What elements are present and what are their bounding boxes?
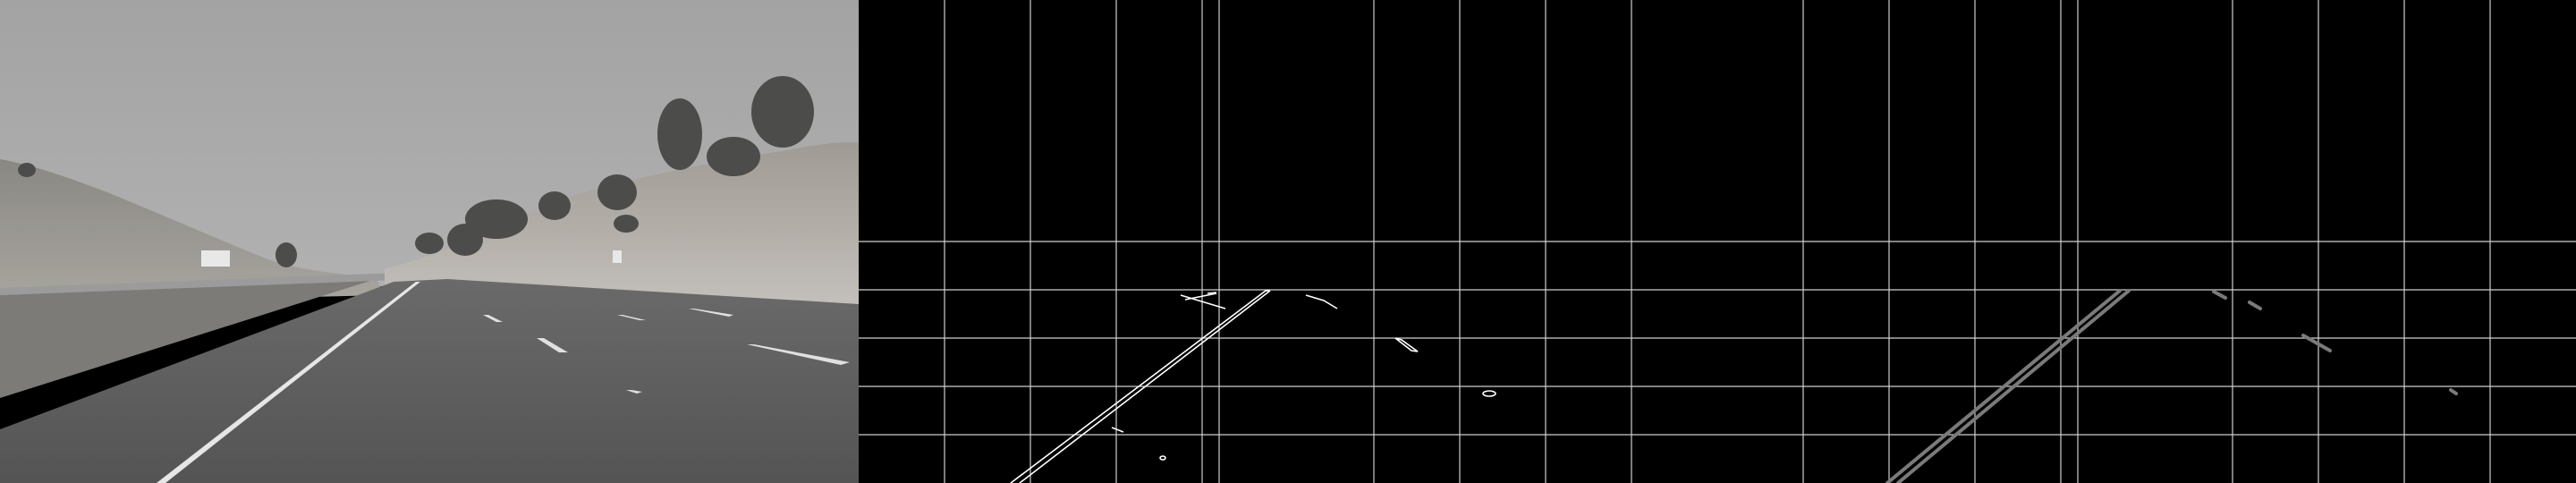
left-guardrail xyxy=(0,273,385,295)
edge-lines xyxy=(1010,290,1496,483)
left-grass xyxy=(0,279,376,398)
grayscale-road-image xyxy=(0,0,859,483)
road-surface xyxy=(0,279,859,483)
hough-lines-svg xyxy=(1717,0,2576,483)
left-solid-line xyxy=(157,282,420,483)
dashed-lane-marks xyxy=(483,309,850,394)
left-hillside xyxy=(0,159,385,304)
hough-detected-lines xyxy=(1885,289,2458,483)
hough-lines-image xyxy=(1717,0,2576,483)
road-sign xyxy=(201,250,230,267)
trees xyxy=(18,76,814,267)
road-sign-small xyxy=(613,250,622,263)
grayscale-road-svg xyxy=(0,0,859,483)
grid-lines-right xyxy=(1717,0,2576,483)
grid-lines xyxy=(859,0,1717,483)
canny-edge-image xyxy=(859,0,1717,483)
canny-edge-svg xyxy=(859,0,1717,483)
